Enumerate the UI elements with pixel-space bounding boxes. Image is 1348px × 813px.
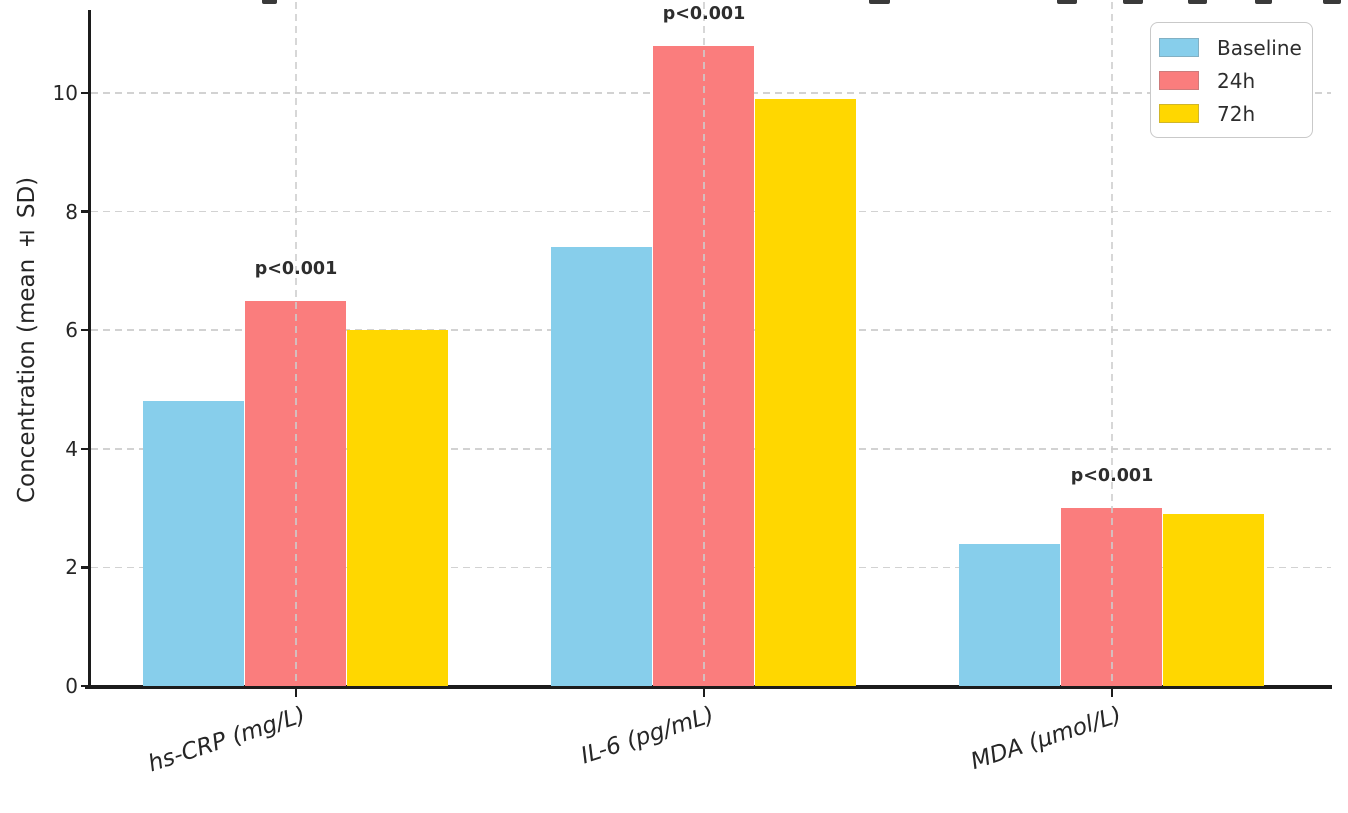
y-tick-label-6: 6 xyxy=(65,318,78,343)
v-gridline-2 xyxy=(1111,2,1113,686)
cropped-title-fragment-3 xyxy=(1123,0,1143,4)
significance-annotation-1: p<0.001 xyxy=(662,3,746,24)
bar-baseline-0 xyxy=(143,401,244,686)
legend-swatch-72h xyxy=(1159,104,1199,123)
y-tick-2 xyxy=(81,566,89,569)
legend-row-baseline: Baseline xyxy=(1159,31,1312,64)
significance-annotation-2: p<0.001 xyxy=(1070,466,1154,487)
x-tick-0 xyxy=(294,688,298,697)
bar-72h-2 xyxy=(1163,514,1264,686)
bar-baseline-1 xyxy=(551,247,652,686)
legend-swatch-baseline xyxy=(1159,38,1199,57)
x-tick-2 xyxy=(1110,688,1114,697)
legend-row-24h: 24h xyxy=(1159,64,1312,97)
y-tick-4 xyxy=(81,447,89,450)
cropped-title-fragment-0 xyxy=(262,0,277,4)
v-gridline-0 xyxy=(295,2,297,686)
x-axis-spine xyxy=(85,685,1332,689)
y-tick-label-2: 2 xyxy=(65,555,78,580)
bar-72h-0 xyxy=(347,330,448,686)
significance-annotation-0: p<0.001 xyxy=(254,258,338,279)
y-tick-10 xyxy=(81,91,89,95)
legend-label-72h: 72h xyxy=(1217,101,1256,126)
y-tick-label-0: 0 xyxy=(65,674,78,698)
x-tick-1 xyxy=(702,688,706,697)
cropped-title-fragment-5 xyxy=(1255,0,1272,4)
y-tick-6 xyxy=(81,329,89,332)
legend-swatch-24h xyxy=(1159,71,1199,90)
legend-label-24h: 24h xyxy=(1217,68,1256,93)
y-tick-label-4: 4 xyxy=(65,436,78,461)
cropped-title-fragment-2 xyxy=(1057,0,1077,4)
y-axis-spine xyxy=(88,10,91,688)
x-category-label-0: hs-CRP (mg/L) xyxy=(145,702,310,778)
y-tick-0 xyxy=(81,684,89,688)
bar-baseline-2 xyxy=(959,543,1060,686)
y-tick-8 xyxy=(81,210,89,213)
cropped-title-fragment-4 xyxy=(1188,0,1207,4)
x-category-label-2: MDA (µmol/L) xyxy=(968,702,1126,776)
legend: Baseline 24h 72h xyxy=(1150,22,1313,138)
cropped-title-fragment-1 xyxy=(869,0,890,4)
bar-72h-1 xyxy=(755,98,856,686)
y-tick-label-10: 10 xyxy=(52,81,78,105)
legend-row-72h: 72h xyxy=(1159,97,1312,130)
legend-label-baseline: Baseline xyxy=(1217,35,1302,60)
v-gridline-1 xyxy=(703,2,705,686)
cropped-title-fragment-6 xyxy=(1323,0,1341,4)
y-tick-label-8: 8 xyxy=(65,199,78,224)
x-category-label-1: IL-6 (pg/mL) xyxy=(577,702,718,770)
